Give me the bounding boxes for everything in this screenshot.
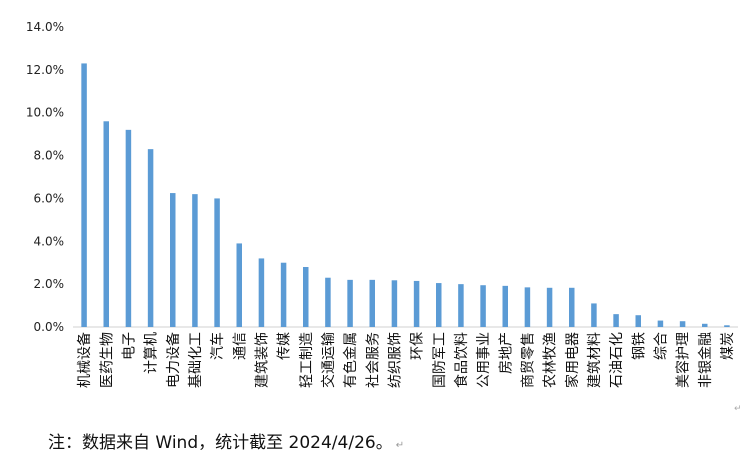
x-tick-label: 通信 xyxy=(232,332,248,360)
y-tick-label: 8.0% xyxy=(34,149,65,163)
x-tick-label: 电力设备 xyxy=(165,332,182,388)
x-tick-label: 建筑材料 xyxy=(587,332,603,388)
x-tick-label: 非银金融 xyxy=(698,332,714,388)
bar xyxy=(303,267,309,327)
x-tick-label: 环保 xyxy=(410,332,426,360)
x-tick-label: 交通运输 xyxy=(320,332,337,388)
x-tick-label: 纺织服饰 xyxy=(387,332,403,388)
bar xyxy=(480,285,486,327)
bar-series xyxy=(81,63,730,328)
x-tick-label: 汽车 xyxy=(209,332,226,360)
x-tick-label: 房地产 xyxy=(498,332,514,374)
bar xyxy=(657,320,664,327)
y-tick-label: 0.0% xyxy=(34,320,65,334)
bar xyxy=(192,194,198,327)
x-tick-label: 家用电器 xyxy=(564,332,581,388)
x-tick-label: 商贸零售 xyxy=(520,332,536,388)
bar xyxy=(413,280,420,327)
x-tick-label: 煤炭 xyxy=(720,332,736,360)
bar xyxy=(258,258,265,327)
x-tick-label: 石油石化 xyxy=(609,332,625,388)
x-axis-labels: 机械设备 医药生物 电子 计算机 电力设备 基础化工 汽车 通信 建筑装饰 传媒 轻工制造 交通运输有… xyxy=(76,332,736,388)
x-tick-label: 计算机 xyxy=(144,332,160,374)
bar xyxy=(170,193,176,327)
bar xyxy=(458,284,464,327)
bar-chart: 14.0% 12.0% 10.0% 8.0% 6.0% 4.0% 2.0% 0.0% 机械设备… xyxy=(26,20,738,388)
bar xyxy=(391,280,398,327)
bar xyxy=(436,283,442,327)
bar xyxy=(325,277,331,327)
y-tick-label: 4.0% xyxy=(34,234,65,248)
bar xyxy=(125,129,132,327)
y-tick-label: 14.0% xyxy=(26,20,64,34)
bar xyxy=(679,321,686,327)
bar xyxy=(236,243,242,327)
x-tick-label: 社会服务 xyxy=(365,332,381,388)
x-tick-label: 轻工制造 xyxy=(299,332,315,388)
bar xyxy=(524,287,531,327)
bar xyxy=(591,303,597,327)
y-tick-label: 10.0% xyxy=(26,106,64,120)
x-tick-label: 传媒 xyxy=(277,332,293,360)
paragraph-mark-icon: ↵ xyxy=(395,440,405,451)
y-tick-label: 2.0% xyxy=(34,277,65,291)
x-tick-label: 农林牧渔 xyxy=(543,332,559,388)
bar xyxy=(81,63,87,328)
x-tick-label: 食品饮料 xyxy=(453,332,470,388)
bar xyxy=(280,262,287,327)
y-tick-label: 6.0% xyxy=(34,191,65,205)
footnote-text: 注：数据来自 Wind，统计截至 2024/4/26。 xyxy=(48,433,393,453)
bar xyxy=(347,279,353,327)
x-tick-label: 国防军工 xyxy=(432,332,448,388)
bar xyxy=(502,285,508,327)
y-tick-label: 12.0% xyxy=(26,63,64,77)
bar xyxy=(546,287,553,327)
x-tick-label: 建筑装饰 xyxy=(254,332,270,388)
x-tick-label: 美容护理 xyxy=(675,332,692,388)
bar xyxy=(369,279,375,327)
paragraph-mark-icon: ↵ xyxy=(734,404,742,414)
x-tick-label: 钢铁 xyxy=(631,332,647,360)
x-tick-label: 综合 xyxy=(653,332,669,360)
x-tick-label: 有色金属 xyxy=(342,332,359,388)
x-tick-label: 公用事业 xyxy=(476,332,492,388)
y-axis: 14.0% 12.0% 10.0% 8.0% 6.0% 4.0% 2.0% 0.0% xyxy=(26,20,64,334)
bar xyxy=(635,315,641,327)
footnote: 注：数据来自 Wind，统计截至 2024/4/26。 ↵ xyxy=(48,428,404,453)
x-tick-label: 机械设备 xyxy=(76,332,93,388)
x-tick-label: 基础化工 xyxy=(187,332,204,388)
bar xyxy=(103,121,109,328)
bar xyxy=(214,198,220,327)
bar xyxy=(569,287,575,327)
bar xyxy=(147,149,154,327)
bar xyxy=(702,323,708,327)
bar xyxy=(724,325,730,327)
bar xyxy=(613,314,619,327)
x-tick-label: 医药生物 xyxy=(99,332,115,388)
x-tick-label: 电子 xyxy=(121,332,137,360)
